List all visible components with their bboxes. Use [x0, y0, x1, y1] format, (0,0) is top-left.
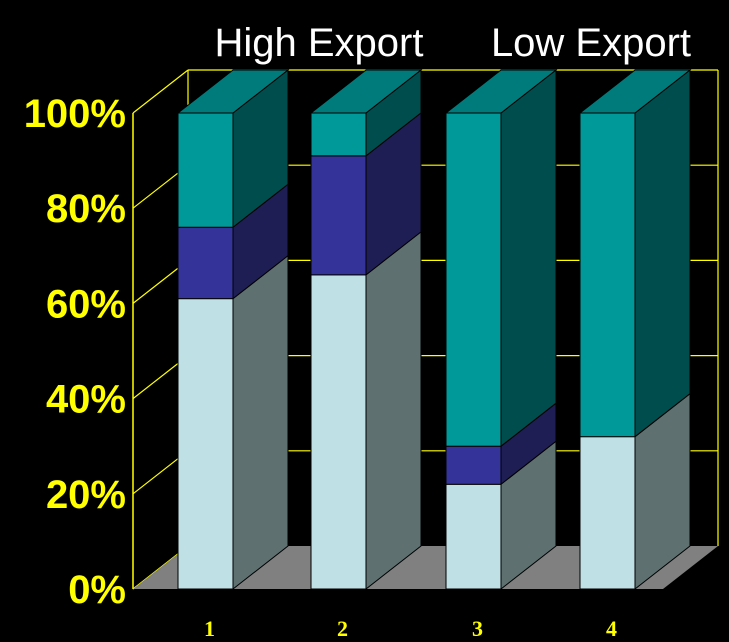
bar-stack-4	[578, 68, 692, 591]
bar-top-2	[309, 69, 423, 114]
bar-segment-1-s1	[177, 298, 234, 590]
bar-top-1	[176, 69, 290, 114]
bar-segment-3-s2	[445, 445, 502, 485]
side-gridline	[132, 69, 189, 114]
bar-side-1-s1	[232, 254, 289, 591]
bar-segment-2-s3	[310, 112, 367, 157]
y-tick-label: 80%	[46, 187, 126, 231]
x-tick-label: 2	[337, 616, 348, 641]
bar-segment-3-s3	[445, 112, 502, 447]
bar-segment-2-s1	[310, 274, 367, 590]
x-tick-label: 3	[472, 616, 483, 641]
bar-top-3	[444, 69, 558, 114]
bar-segment-4-s3	[579, 112, 636, 438]
bar-segment-3-s1	[445, 483, 502, 590]
bar-stack-2	[309, 68, 423, 591]
bar-segment-1-s2	[177, 226, 234, 300]
bar-side-4-s3	[634, 68, 691, 438]
bar-side-3-s3	[500, 68, 557, 448]
y-tick-label: 0%	[68, 568, 126, 612]
bar-stack-3	[444, 68, 558, 591]
x-tick-label: 4	[606, 616, 617, 641]
bar-segment-1-s3	[177, 112, 234, 228]
y-tick-label: 20%	[46, 473, 126, 517]
y-tick-label: 60%	[46, 282, 126, 326]
y-tick-label: 100%	[24, 92, 126, 136]
bar-side-2-s1	[365, 230, 422, 591]
y-axis-tick-labels: 0% 20% 40% 60% 80% 100%	[24, 92, 126, 612]
bar-segment-4-s1	[579, 436, 636, 590]
bar-stack-1	[176, 68, 290, 591]
bars	[176, 68, 692, 591]
x-axis-tick-labels: 1 2 3 4	[204, 616, 617, 641]
group-label-low-export: Low Export	[491, 21, 691, 65]
x-tick-label: 1	[204, 616, 215, 641]
group-labels: High Export Low Export	[215, 21, 692, 65]
y-tick-label: 40%	[46, 378, 126, 422]
bar-top-4	[578, 69, 692, 114]
bar-segment-2-s2	[310, 155, 367, 276]
group-label-high-export: High Export	[215, 21, 424, 65]
chart-floor	[133, 546, 718, 589]
